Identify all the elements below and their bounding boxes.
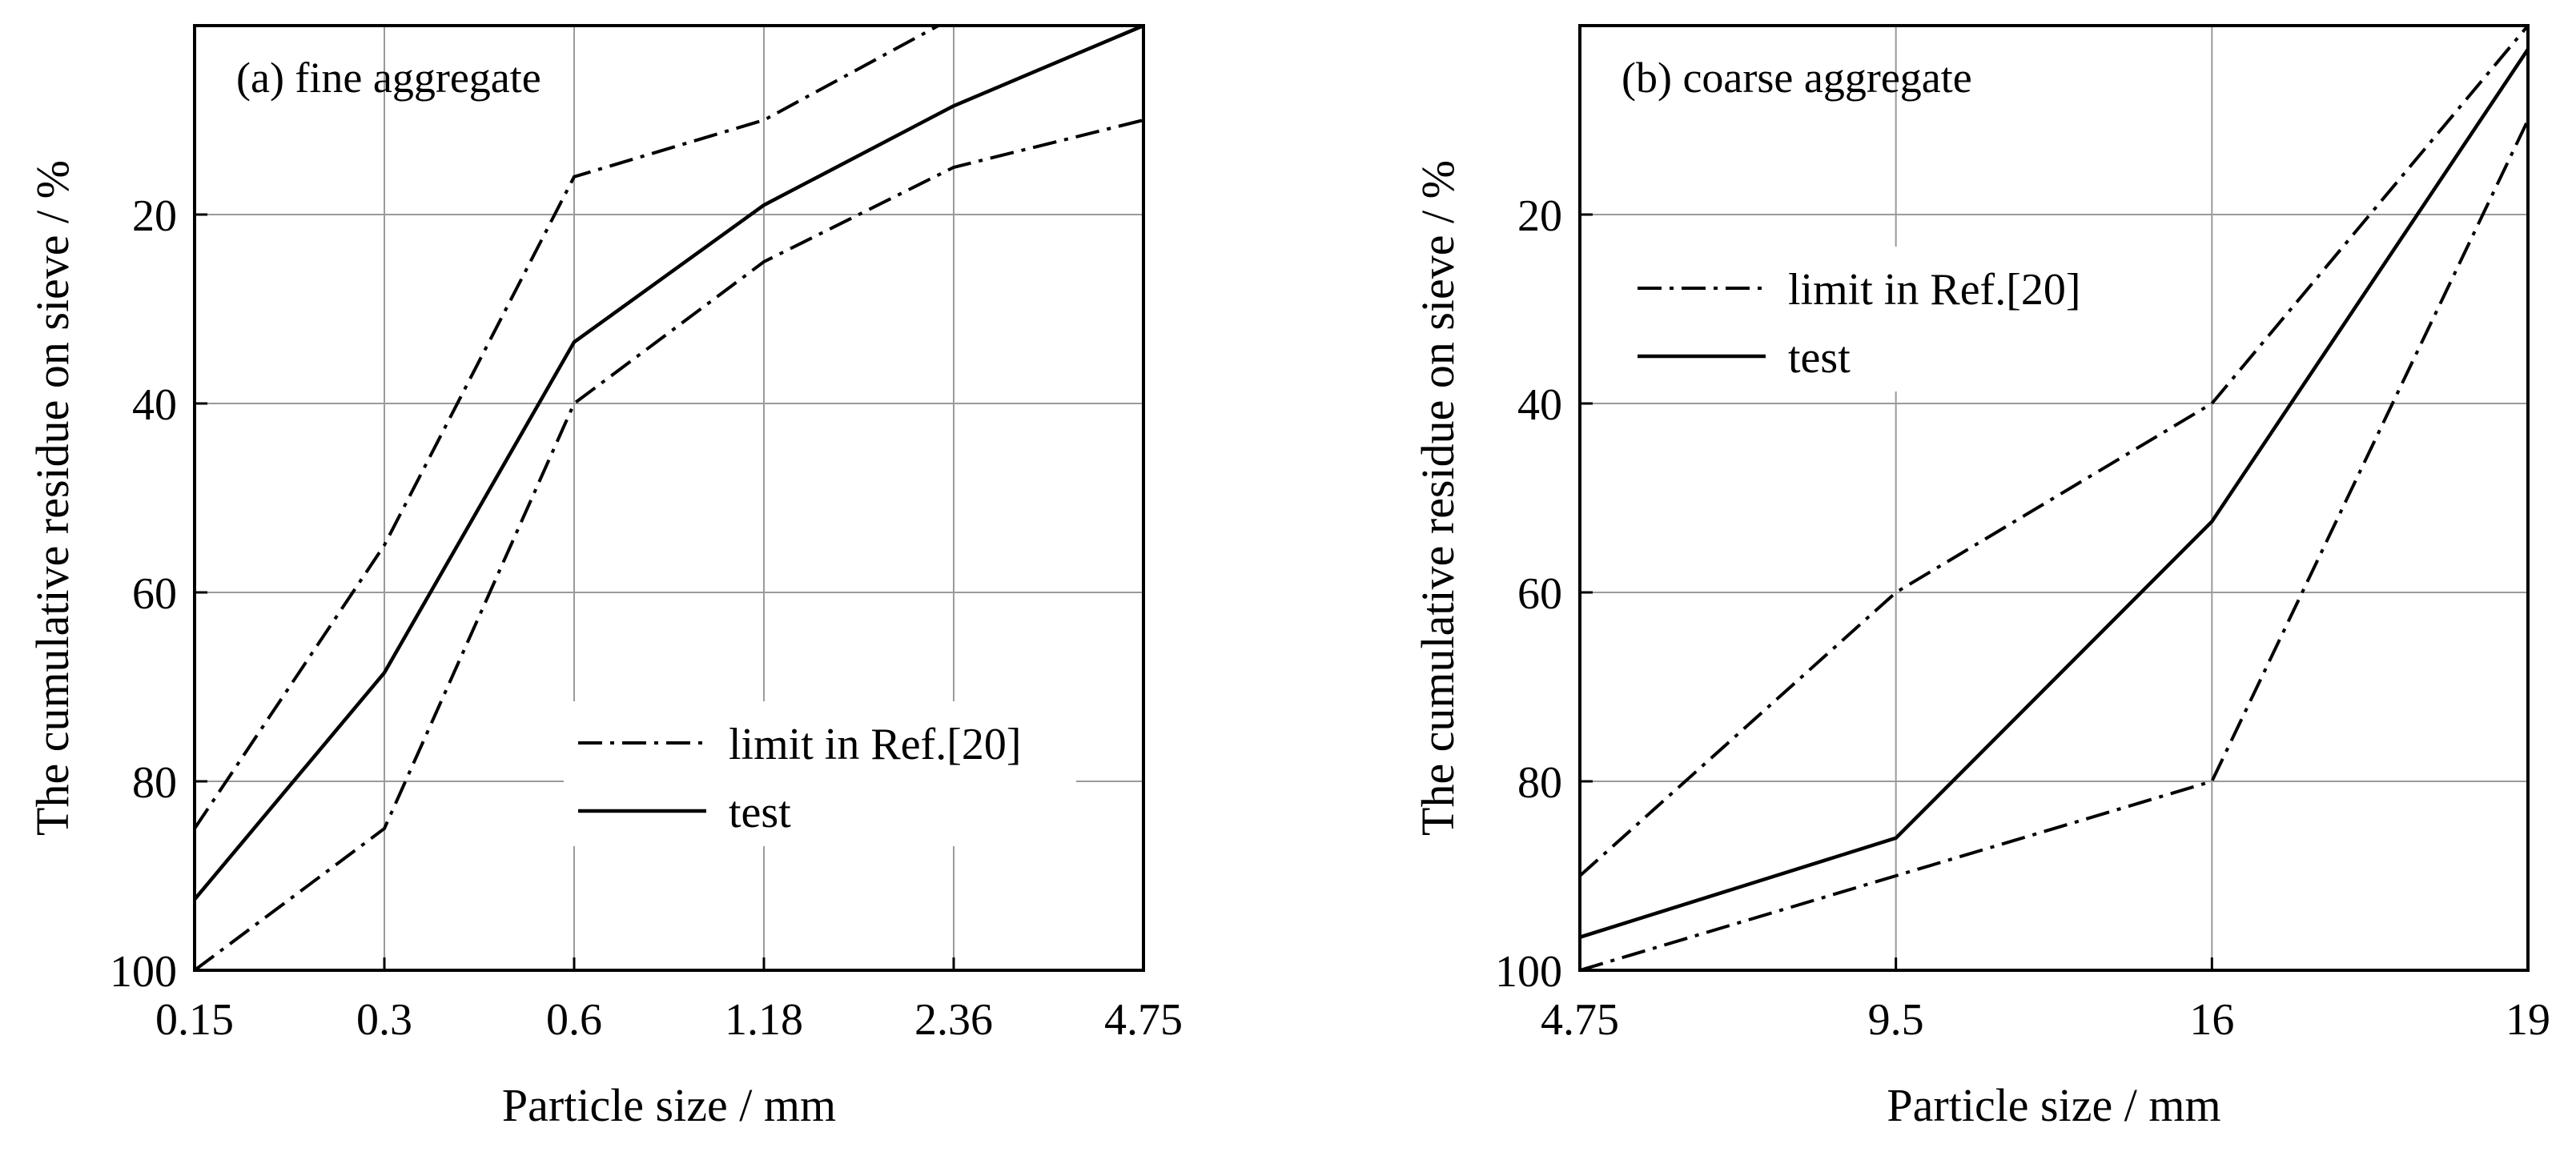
x-tick-label: 0.15	[155, 995, 234, 1045]
plot-frame	[193, 24, 1145, 972]
series-upper-line	[1578, 24, 2530, 877]
x-tick-label: 16	[2189, 995, 2234, 1045]
plot-frame	[1578, 24, 2530, 972]
legend-label: test	[729, 788, 791, 837]
legend: limit in Ref.[20] test	[1623, 247, 2136, 391]
series-test-line	[193, 23, 1144, 901]
x-axis-label: Particle size / mm	[1887, 1079, 2220, 1131]
x-tick-label: 0.3	[356, 995, 412, 1045]
y-tick-label: 40	[1517, 380, 1562, 430]
x-tick-label: 4.75	[1104, 995, 1183, 1045]
y-axis-label: The cumulative residue on sieve / %	[26, 160, 78, 836]
x-tick-label: 9.5	[1868, 995, 1924, 1045]
y-tick-label: 100	[110, 947, 177, 997]
panel-fine-aggregate: 0.15 0.3 0.6 1.18 2.36 4.75 20 40 60 80 100 Particl…	[26, 23, 1183, 1131]
y-tick-label: 60	[1517, 569, 1562, 619]
y-tick-label: 60	[132, 569, 177, 619]
x-axis-label: Particle size / mm	[502, 1079, 836, 1131]
panel-title: (a) fine aggregate	[236, 54, 541, 102]
x-tick-label: 19	[2506, 995, 2550, 1045]
x-tick-label: 1.18	[725, 995, 803, 1045]
series-upper-line	[193, 24, 939, 830]
panel-coarse-aggregate: 4.75 9.5 16 19 20 40 60 80 100 Particle size / mm…	[1412, 24, 2550, 1131]
legend-label: limit in Ref.[20]	[729, 720, 1022, 769]
series-lower-line	[1579, 119, 2530, 972]
panel-title: (b) coarse aggregate	[1622, 54, 1972, 102]
y-tick-label: 80	[132, 758, 177, 808]
y-tick-label: 20	[1517, 191, 1562, 241]
y-tick-label: 20	[132, 191, 177, 241]
series-lower-line	[193, 118, 1144, 972]
series-test-line	[1579, 48, 2530, 939]
legend-background	[1623, 247, 2136, 391]
legend-label: limit in Ref.[20]	[1788, 265, 2081, 315]
y-axis-label: The cumulative residue on sieve / %	[1412, 160, 1464, 836]
y-tick-label: 80	[1517, 758, 1562, 808]
legend-background	[564, 701, 1076, 846]
y-tick-label: 40	[132, 380, 177, 430]
legend: limit in Ref.[20] test	[564, 701, 1076, 846]
y-tick-label: 100	[1495, 947, 1562, 997]
x-tick-label: 0.6	[546, 995, 602, 1045]
x-tick-label: 4.75	[1541, 995, 1619, 1045]
x-tick-label: 2.36	[914, 995, 993, 1045]
legend-label: test	[1788, 333, 1851, 383]
